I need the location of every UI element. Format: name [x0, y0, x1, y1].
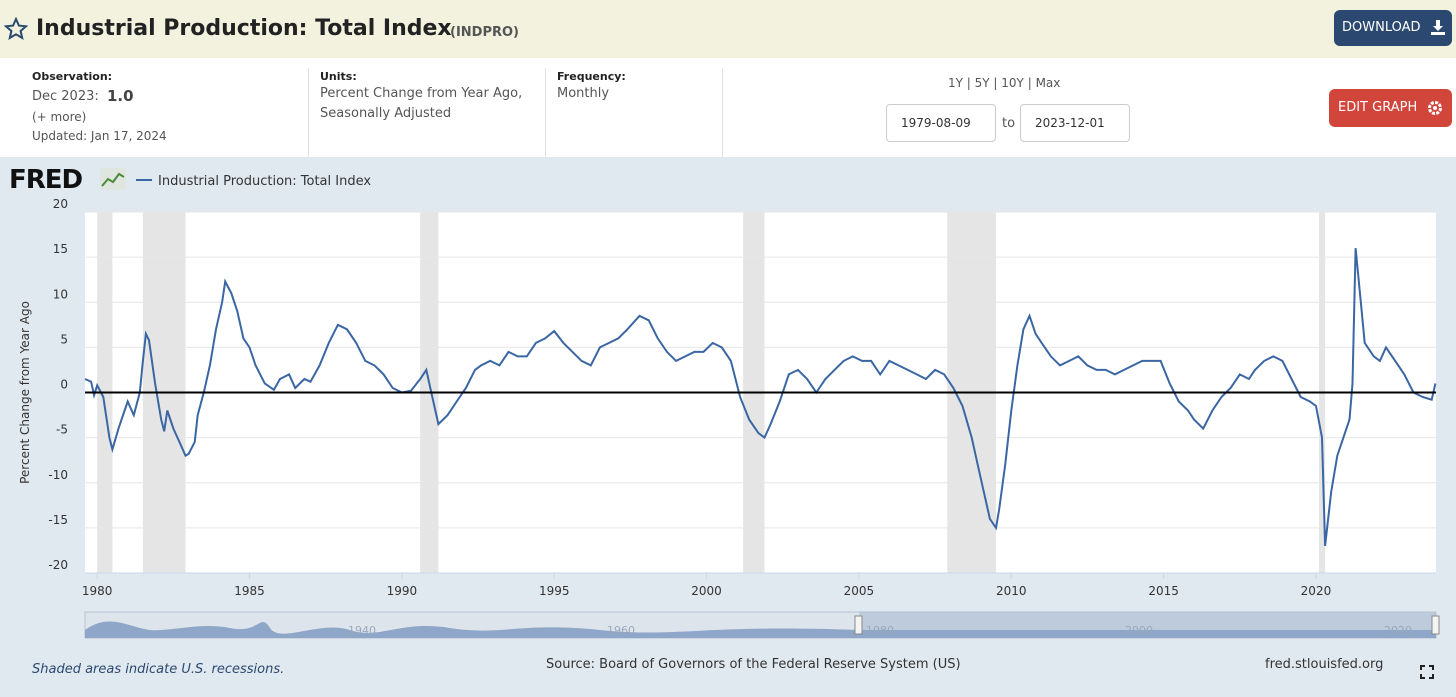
y-tick-label: 20 — [53, 197, 68, 211]
x-tick-label: 1980 — [82, 584, 113, 598]
y-tick-label: -5 — [56, 423, 68, 437]
legend-label: Industrial Production: Total Index — [158, 174, 371, 189]
edit-graph-button[interactable]: EDIT GRAPH — [1329, 89, 1452, 127]
y-tick-label: 15 — [53, 242, 68, 256]
x-tick-label: 1990 — [387, 584, 418, 598]
navigator-label: 2000 — [1125, 624, 1153, 637]
site-url: fred.stlouisfed.org — [1265, 657, 1384, 672]
navigator-handle[interactable] — [1431, 615, 1440, 635]
y-tick-label: 10 — [53, 287, 68, 301]
range-links: 1Y | 5Y | 10Y | Max — [948, 76, 1060, 90]
title: Industrial Production: Total Index — [36, 16, 452, 41]
range-link[interactable]: 10Y — [1001, 76, 1024, 90]
fred-logo: FRED — [9, 165, 83, 195]
navigator-label: 1960 — [607, 624, 635, 637]
x-tick-label: 2005 — [844, 584, 875, 598]
separator: | — [962, 76, 975, 90]
x-tick-label: 1985 — [234, 584, 265, 598]
series-id: (INDPRO) — [450, 25, 519, 40]
separator: | — [1023, 76, 1036, 90]
more-link[interactable]: (+ more) — [32, 110, 87, 124]
edit-graph-label: EDIT GRAPH — [1338, 100, 1418, 115]
y-tick-label: 5 — [60, 332, 68, 346]
divider — [308, 68, 309, 157]
separator: | — [989, 76, 1002, 90]
download-label: DOWNLOAD — [1342, 20, 1421, 35]
updated: Updated: Jan 17, 2024 — [32, 129, 167, 143]
start-date-input[interactable]: 1979-08-09 — [886, 104, 996, 142]
range-link[interactable]: 1Y — [948, 76, 963, 90]
x-tick-label: 2020 — [1301, 584, 1332, 598]
observation-value: 1.0 — [107, 87, 134, 105]
navigator-label: 1940 — [348, 624, 376, 637]
x-tick-label: 1995 — [539, 584, 570, 598]
navigator-sparkline — [85, 621, 1436, 638]
logo-icon — [100, 168, 126, 190]
observation-date: Dec 2023: — [32, 89, 99, 104]
y-tick-label: -20 — [48, 558, 68, 572]
download-button[interactable]: DOWNLOAD — [1334, 10, 1452, 46]
x-tick-label: 2000 — [691, 584, 722, 598]
favorite-star[interactable] — [4, 17, 28, 41]
fullscreen-icon[interactable] — [1420, 665, 1434, 679]
x-tick-label: 2010 — [996, 584, 1027, 598]
range-link[interactable]: 5Y — [974, 76, 990, 90]
x-tick-label: 2015 — [1148, 584, 1179, 598]
to-label: to — [1002, 116, 1016, 131]
divider — [722, 68, 723, 157]
divider — [545, 68, 546, 157]
info-bar: Observation: Dec 2023: 1.0 (+ more) Upda… — [0, 58, 1456, 157]
header: Industrial Production: Total Index (INDP… — [0, 0, 1456, 58]
units-label: Units: — [320, 70, 357, 83]
navigator-handle[interactable] — [854, 615, 863, 635]
units-line: Percent Change from Year Ago, — [320, 86, 523, 101]
units-line: Seasonally Adjusted — [320, 106, 452, 121]
navigator-label: 2020 — [1384, 624, 1412, 637]
y-axis-label: Percent Change from Year Ago — [18, 301, 32, 484]
y-tick-label: 0 — [60, 378, 68, 392]
observation-label: Observation: — [32, 70, 113, 83]
recession-note: Shaded areas indicate U.S. recessions. — [32, 662, 285, 677]
frequency: Monthly — [557, 86, 610, 101]
download-icon — [1431, 20, 1445, 35]
frequency-label: Frequency: — [557, 70, 626, 83]
y-tick-label: -15 — [48, 513, 68, 527]
source: Source: Board of Governors of the Federa… — [546, 657, 961, 672]
range-link[interactable]: Max — [1035, 76, 1061, 90]
gear-icon — [1428, 101, 1442, 115]
y-tick-label: -10 — [48, 468, 68, 482]
navigator-label: 1980 — [866, 624, 894, 637]
end-date-input[interactable]: 2023-12-01 — [1020, 104, 1130, 142]
